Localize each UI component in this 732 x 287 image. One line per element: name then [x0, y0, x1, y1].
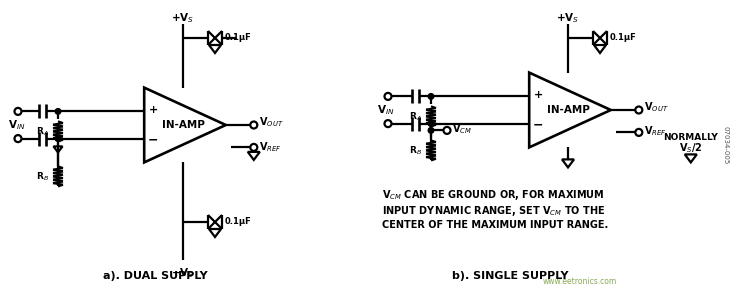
Text: www.eetronics.com: www.eetronics.com — [543, 278, 617, 286]
Text: +V$_S$: +V$_S$ — [556, 11, 580, 25]
Circle shape — [55, 136, 61, 141]
Text: R$_B$: R$_B$ — [36, 170, 49, 183]
Text: a). DUAL SUPPLY: a). DUAL SUPPLY — [102, 271, 207, 281]
Text: 0.1μF: 0.1μF — [610, 32, 637, 42]
Text: R$_A$: R$_A$ — [36, 125, 49, 138]
Text: IN-AMP: IN-AMP — [162, 120, 204, 130]
Text: R$_A$: R$_A$ — [409, 110, 422, 123]
Text: V$_{CM}$ CAN BE GROUND OR, FOR MAXIMUM
INPUT DYNAMIC RANGE, SET V$_{CM}$ TO THE
: V$_{CM}$ CAN BE GROUND OR, FOR MAXIMUM I… — [382, 188, 608, 230]
Text: 07034-005: 07034-005 — [723, 126, 729, 164]
Text: V$_{OUT}$: V$_{OUT}$ — [259, 115, 283, 129]
Text: V$_{IN}$: V$_{IN}$ — [8, 118, 26, 132]
Text: 0.1μF: 0.1μF — [225, 32, 252, 42]
Text: V$_{OUT}$: V$_{OUT}$ — [644, 100, 668, 114]
Text: −: − — [533, 118, 543, 131]
Text: −: − — [148, 133, 158, 146]
Circle shape — [428, 94, 434, 99]
Text: +V$_S$: +V$_S$ — [171, 11, 195, 25]
Circle shape — [55, 108, 61, 114]
Text: −V$_S$: −V$_S$ — [171, 266, 195, 280]
Circle shape — [428, 128, 434, 133]
Text: V$_{IN}$: V$_{IN}$ — [377, 103, 395, 117]
Text: NORMALLY: NORMALLY — [663, 133, 718, 142]
Text: R$_B$: R$_B$ — [409, 144, 422, 157]
Text: IN-AMP: IN-AMP — [547, 105, 589, 115]
Text: V$_S$/2: V$_S$/2 — [679, 141, 703, 155]
Text: b). SINGLE SUPPLY: b). SINGLE SUPPLY — [452, 271, 568, 281]
Text: +: + — [534, 90, 543, 100]
Text: 0.1μF: 0.1μF — [225, 216, 252, 226]
Text: V$_{CM}$: V$_{CM}$ — [452, 123, 472, 136]
Text: V$_{REF}$: V$_{REF}$ — [259, 141, 282, 154]
Circle shape — [428, 121, 434, 126]
Text: +: + — [149, 105, 158, 115]
Text: V$_{REF}$: V$_{REF}$ — [644, 125, 666, 138]
